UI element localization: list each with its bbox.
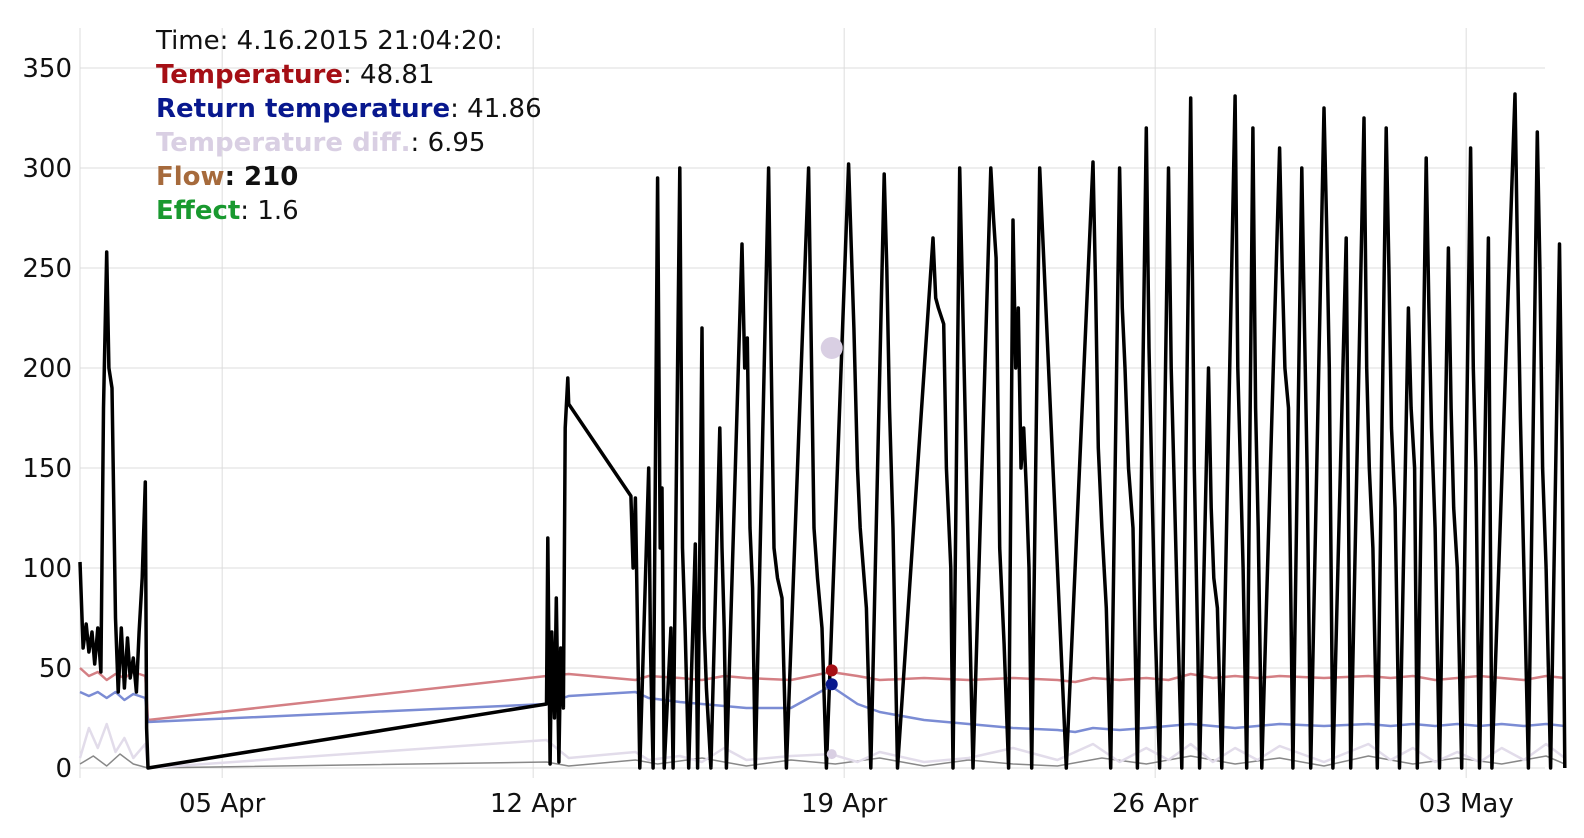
tooltip-row: Return temperature: 41.86: [156, 92, 542, 126]
tooltip-row: Flow: 210: [156, 160, 542, 194]
y-tick-label: 350: [22, 54, 72, 84]
y-tick-label: 300: [22, 154, 72, 184]
tooltip-row-label: Return temperature: [156, 94, 451, 124]
x-axis: 05 Apr 12 Apr 19 Apr 26 Apr 03 May: [179, 789, 1514, 819]
tooltip-row-label: Flow: [156, 162, 225, 192]
tooltip-row-value: 48.81: [360, 60, 435, 90]
x-tick-label: 19 Apr: [801, 789, 888, 819]
x-tick-label: 03 May: [1419, 789, 1514, 819]
tooltip-row: Temperature: 48.81: [156, 58, 542, 92]
hover-markers: [820, 337, 843, 760]
x-tick-label: 05 Apr: [179, 789, 266, 819]
tooltip-rows: Temperature: 48.81 Return temperature: 41…: [156, 58, 542, 228]
y-axis: 0 50 100 150 200 250 300 350: [22, 54, 72, 784]
tooltip-row-label: Temperature diff.: [156, 128, 411, 158]
tooltip-row-separator: :: [410, 128, 428, 158]
tooltip-row-separator: :: [450, 94, 468, 124]
hover-marker-temperature: [825, 664, 838, 677]
tooltip-row-value: 210: [244, 162, 299, 192]
tooltip-row-value: 41.86: [467, 94, 542, 124]
tooltip-row-separator: :: [343, 60, 361, 90]
y-tick-label: 250: [22, 254, 72, 284]
tooltip-row: Temperature diff.: 6.95: [156, 126, 542, 160]
hover-marker-temperature-diff: [826, 749, 837, 760]
tooltip-row-separator: :: [240, 196, 258, 226]
tooltip-time-label: Time: [156, 26, 220, 56]
y-tick-label: 0: [55, 754, 72, 784]
y-tick-label: 200: [22, 354, 72, 384]
y-tick-label: 50: [39, 654, 72, 684]
tooltip-row: Effect: 1.6: [156, 194, 542, 228]
tooltip-row-value: 6.95: [427, 128, 486, 158]
tooltip-time-row: Time: 4.16.2015 21:04:20:: [156, 26, 503, 56]
hover-tooltip: Time: 4.16.2015 21:04:20: Temperature: 4…: [156, 24, 542, 228]
y-tick-label: 100: [22, 554, 72, 584]
tooltip-row-label: Temperature: [156, 60, 344, 90]
hover-marker-return-temperature: [825, 678, 838, 691]
x-tick-label: 12 Apr: [490, 789, 577, 819]
tooltip-row-label: Effect: [156, 196, 241, 226]
hover-marker-flow: [820, 337, 843, 359]
tooltip-time-value: 4.16.2015 21:04:20: [236, 26, 495, 56]
y-tick-label: 150: [22, 454, 72, 484]
series-layer: [78, 92, 1567, 770]
x-tick-label: 26 Apr: [1112, 789, 1199, 819]
tooltip-row-value: 1.6: [257, 196, 299, 226]
series-flow: [78, 92, 1567, 770]
tooltip-row-separator: :: [224, 162, 245, 192]
